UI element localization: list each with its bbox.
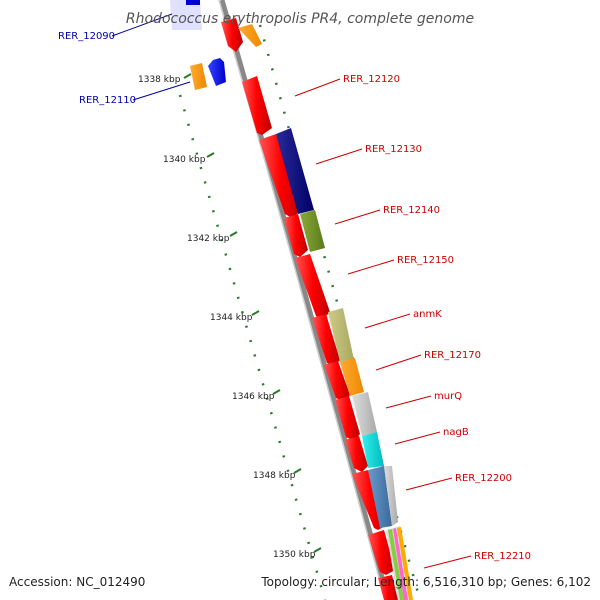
kbp-label: 1338 kbp <box>138 75 181 85</box>
gene-label-RER_12090[interactable]: RER_12090 <box>58 31 115 42</box>
gene-label-RER_12120[interactable]: RER_12120 <box>343 74 400 85</box>
tick-guide-inner <box>178 94 327 600</box>
kbp-label: 1340 kbp <box>163 155 206 165</box>
reverse-gene-arrows <box>170 0 226 90</box>
kbp-label: 1344 kbp <box>210 313 253 323</box>
kbp-tick-marks <box>183 73 322 553</box>
accession-text: Accession: NC_012490 <box>9 575 145 589</box>
kbp-label: 1346 kbp <box>232 392 275 402</box>
gene-label-RER_12150[interactable]: RER_12150 <box>397 255 454 266</box>
kbp-label: 1350 kbp <box>273 550 316 560</box>
genome-summary-text: Topology: circular; Length: 6,516,310 bp… <box>260 575 591 589</box>
gene-label-RER_12130[interactable]: RER_12130 <box>365 144 422 155</box>
outer-track-gene-arrows <box>238 24 413 600</box>
gene-label-anmK[interactable]: anmK <box>413 309 442 320</box>
map-title: Rhodococcus erythropolis PR4, complete g… <box>126 11 474 27</box>
gene-label-RER_12110[interactable]: RER_12110 <box>79 95 136 106</box>
leader-lines <box>111 13 472 569</box>
gene-label-RER_12170[interactable]: RER_12170 <box>424 350 481 361</box>
kbp-label: 1348 kbp <box>253 471 296 481</box>
genome-backbone <box>219 0 391 600</box>
gene-label-RER_12140[interactable]: RER_12140 <box>383 205 440 216</box>
gene-label-nagB[interactable]: nagB <box>443 427 469 438</box>
gene-label-RER_12200[interactable]: RER_12200 <box>455 473 512 484</box>
genome-backbone-highlight <box>218 0 386 600</box>
gene-label-RER_12210[interactable]: RER_12210 <box>474 551 531 562</box>
kbp-label: 1342 kbp <box>187 234 230 244</box>
gene-label-murQ[interactable]: murQ <box>434 391 462 402</box>
